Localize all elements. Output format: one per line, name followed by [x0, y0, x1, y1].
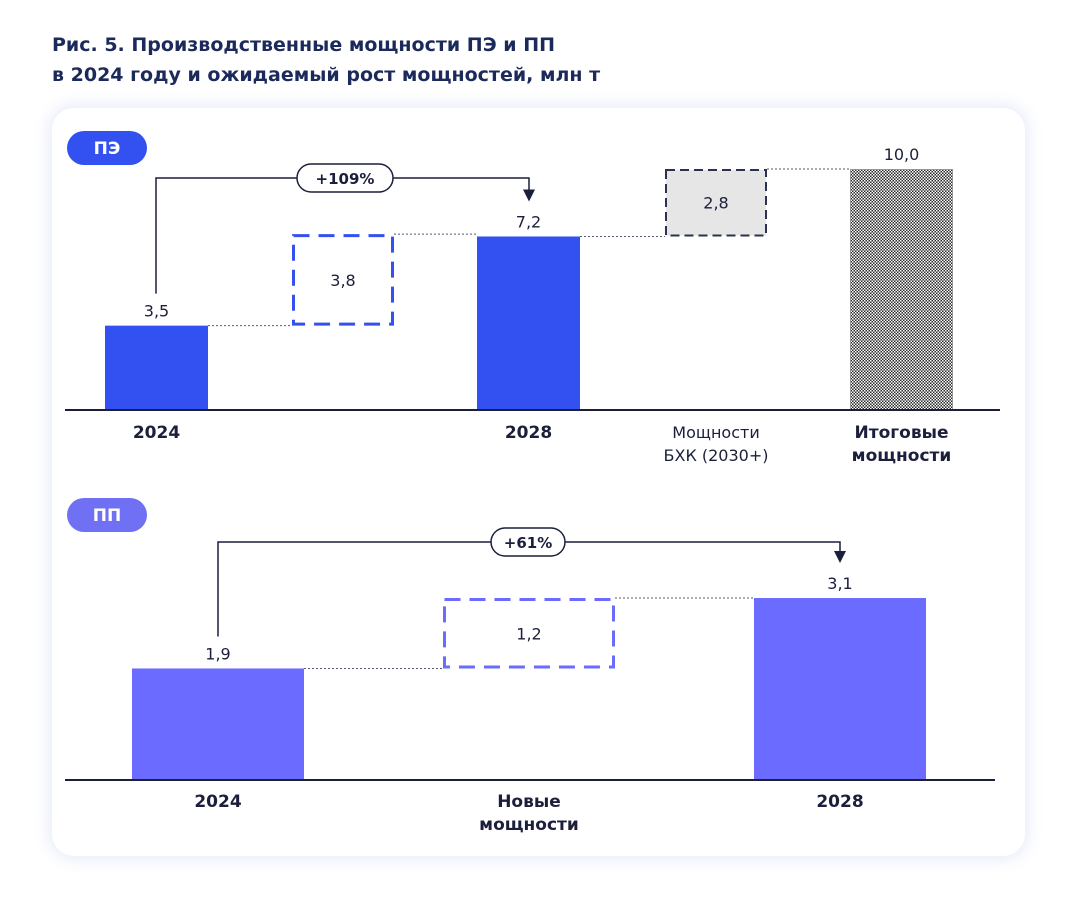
- pe-waterfall-chart: ПЭ 3,5 3,8 7,2 2,8 10,0 2024 2028 Мощности БХК (2…: [65, 131, 1000, 466]
- pp-arrowhead-icon: [834, 551, 846, 564]
- pe-increment-box-bhk: [665, 169, 767, 237]
- pp-value-label: 3,1: [827, 574, 852, 593]
- pe-category-label: Итоговые: [855, 423, 949, 443]
- pp-category-label: 2024: [194, 792, 241, 812]
- pp-increment-box: [443, 598, 615, 669]
- pe-badge: [67, 131, 147, 165]
- pe-category-label: Мощности: [672, 423, 759, 442]
- pp-value-label: 1,2: [516, 624, 541, 643]
- pe-badge-label: ПЭ: [94, 139, 121, 159]
- pp-bar-2024: [132, 668, 304, 780]
- pp-growth-label: +61%: [504, 534, 552, 552]
- pe-value-label: 3,5: [144, 302, 169, 321]
- pe-bar-total-hatched: [850, 169, 953, 410]
- pe-bar-2028: [477, 236, 580, 410]
- pe-value-label: 3,8: [330, 271, 355, 290]
- pp-category-label: Новые: [497, 792, 561, 812]
- pe-value-label: 2,8: [703, 194, 728, 213]
- pp-bar-2028: [754, 598, 926, 780]
- pe-category-label: БХК (2030+): [664, 446, 769, 465]
- pp-value-label: 1,9: [205, 644, 230, 663]
- pp-category-label: мощности: [479, 815, 579, 835]
- pe-value-label: 10,0: [884, 145, 920, 164]
- pp-category-label: 2028: [816, 792, 863, 812]
- pp-growth-pill: [490, 527, 566, 557]
- pp-badge: [67, 498, 147, 532]
- chart-title-line-2: в 2024 году и ожидаемый рост мощностей, …: [52, 64, 601, 86]
- pp-waterfall-chart: ПП 1,9 1,2 3,1 2024 Новые мощности 2028 +61%: [65, 498, 995, 835]
- pe-increment-box: [292, 234, 394, 326]
- pe-arrowhead-icon: [523, 189, 535, 202]
- pe-bar-2024: [105, 325, 208, 410]
- chart-title-line-1: Рис. 5. Производственные мощности ПЭ и П…: [52, 34, 555, 56]
- pe-category-label: 2028: [505, 423, 552, 443]
- pe-category-label: мощности: [852, 446, 952, 466]
- pe-growth-pill: [296, 163, 394, 193]
- pp-badge-label: ПП: [93, 506, 121, 526]
- pe-growth-label: +109%: [316, 170, 375, 188]
- pe-value-label: 7,2: [516, 212, 541, 231]
- pe-category-label: 2024: [133, 423, 180, 443]
- chart-title: Рис. 5. Производственные мощности ПЭ и П…: [52, 30, 952, 90]
